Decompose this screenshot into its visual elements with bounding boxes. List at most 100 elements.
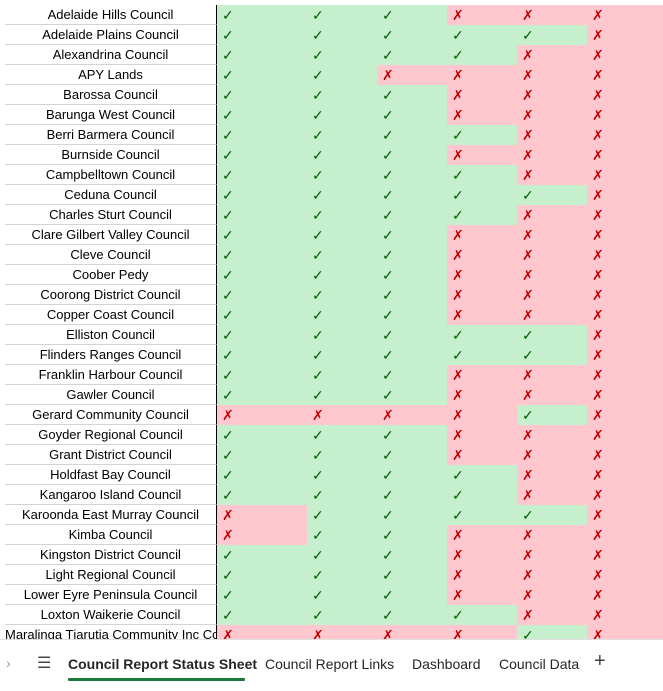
council-name-cell[interactable]: Adelaide Plains Council bbox=[5, 25, 217, 45]
status-cell[interactable]: ✗ bbox=[587, 225, 663, 245]
status-cell[interactable]: ✗ bbox=[517, 5, 587, 25]
status-cell[interactable]: ✗ bbox=[587, 305, 663, 325]
status-cell[interactable]: ✓ bbox=[377, 125, 447, 145]
status-cell[interactable]: ✗ bbox=[517, 245, 587, 265]
status-cell[interactable]: ✗ bbox=[517, 385, 587, 405]
status-cell[interactable]: ✓ bbox=[377, 565, 447, 585]
status-cell[interactable]: ✗ bbox=[587, 205, 663, 225]
council-name-cell[interactable]: Lower Eyre Peninsula Council bbox=[5, 585, 217, 605]
council-name-cell[interactable]: Gawler Council bbox=[5, 385, 217, 405]
status-cell[interactable]: ✗ bbox=[517, 85, 587, 105]
council-name-cell[interactable]: Elliston Council bbox=[5, 325, 217, 345]
status-cell[interactable]: ✓ bbox=[217, 205, 307, 225]
status-cell[interactable]: ✗ bbox=[587, 85, 663, 105]
status-cell[interactable]: ✓ bbox=[307, 445, 377, 465]
status-cell[interactable]: ✗ bbox=[587, 385, 663, 405]
status-cell[interactable]: ✗ bbox=[217, 625, 307, 639]
status-cell[interactable]: ✓ bbox=[217, 425, 307, 445]
status-cell[interactable]: ✗ bbox=[447, 405, 517, 425]
status-cell[interactable]: ✗ bbox=[587, 145, 663, 165]
status-cell[interactable]: ✓ bbox=[377, 585, 447, 605]
status-cell[interactable]: ✓ bbox=[307, 465, 377, 485]
status-cell[interactable]: ✓ bbox=[447, 465, 517, 485]
status-cell[interactable]: ✓ bbox=[517, 345, 587, 365]
status-cell[interactable]: ✓ bbox=[307, 85, 377, 105]
status-cell[interactable]: ✗ bbox=[587, 565, 663, 585]
status-cell[interactable]: ✓ bbox=[377, 485, 447, 505]
status-cell[interactable]: ✗ bbox=[587, 505, 663, 525]
status-cell[interactable]: ✓ bbox=[217, 345, 307, 365]
status-cell[interactable]: ✓ bbox=[377, 145, 447, 165]
council-name-cell[interactable]: Maralinga Tjarutja Community Inc Council bbox=[5, 625, 217, 639]
council-name-cell[interactable]: Kangaroo Island Council bbox=[5, 485, 217, 505]
council-name-cell[interactable]: Barunga West Council bbox=[5, 105, 217, 125]
status-cell[interactable]: ✗ bbox=[447, 65, 517, 85]
status-cell[interactable]: ✓ bbox=[447, 605, 517, 625]
status-cell[interactable]: ✗ bbox=[447, 245, 517, 265]
council-name-cell[interactable]: Kimba Council bbox=[5, 525, 217, 545]
status-cell[interactable]: ✗ bbox=[517, 65, 587, 85]
status-cell[interactable]: ✗ bbox=[217, 525, 307, 545]
status-cell[interactable]: ✓ bbox=[217, 465, 307, 485]
status-cell[interactable]: ✗ bbox=[447, 545, 517, 565]
status-cell[interactable]: ✗ bbox=[587, 605, 663, 625]
status-cell[interactable]: ✗ bbox=[377, 405, 447, 425]
status-cell[interactable]: ✗ bbox=[517, 365, 587, 385]
status-cell[interactable]: ✗ bbox=[517, 585, 587, 605]
status-cell[interactable]: ✓ bbox=[447, 45, 517, 65]
council-name-cell[interactable]: Adelaide Hills Council bbox=[5, 5, 217, 25]
tab-council-report-status-sheet[interactable]: Council Report Status Sheet bbox=[68, 656, 258, 672]
status-cell[interactable]: ✗ bbox=[447, 625, 517, 639]
status-cell[interactable]: ✓ bbox=[307, 105, 377, 125]
council-name-cell[interactable]: Copper Coast Council bbox=[5, 305, 217, 325]
status-cell[interactable]: ✓ bbox=[307, 345, 377, 365]
council-name-cell[interactable]: Ceduna Council bbox=[5, 185, 217, 205]
council-name-cell[interactable]: Coober Pedy bbox=[5, 265, 217, 285]
status-cell[interactable]: ✓ bbox=[377, 205, 447, 225]
status-cell[interactable]: ✓ bbox=[517, 505, 587, 525]
status-cell[interactable]: ✗ bbox=[587, 165, 663, 185]
status-cell[interactable]: ✓ bbox=[377, 365, 447, 385]
council-name-cell[interactable]: Clare Gilbert Valley Council bbox=[5, 225, 217, 245]
tab-council-data[interactable]: Council Data bbox=[499, 656, 580, 672]
status-cell[interactable]: ✓ bbox=[217, 245, 307, 265]
status-cell[interactable]: ✓ bbox=[377, 225, 447, 245]
status-cell[interactable]: ✗ bbox=[587, 445, 663, 465]
status-cell[interactable]: ✗ bbox=[517, 425, 587, 445]
status-cell[interactable]: ✓ bbox=[307, 125, 377, 145]
status-cell[interactable]: ✓ bbox=[217, 65, 307, 85]
council-name-cell[interactable]: Burnside Council bbox=[5, 145, 217, 165]
status-cell[interactable]: ✗ bbox=[517, 445, 587, 465]
spreadsheet-grid[interactable]: Adelaide Hills Council ✓ ✓ ✓ ✗ ✗ ✗ Adelaide Pla… bbox=[0, 0, 663, 639]
council-name-cell[interactable]: Cleve Council bbox=[5, 245, 217, 265]
status-cell[interactable]: ✗ bbox=[517, 305, 587, 325]
status-cell[interactable]: ✗ bbox=[587, 625, 663, 639]
status-cell[interactable]: ✓ bbox=[217, 365, 307, 385]
status-cell[interactable]: ✓ bbox=[217, 545, 307, 565]
status-cell[interactable]: ✓ bbox=[447, 345, 517, 365]
status-cell[interactable]: ✗ bbox=[517, 165, 587, 185]
status-cell[interactable]: ✓ bbox=[307, 385, 377, 405]
status-cell[interactable]: ✓ bbox=[217, 485, 307, 505]
status-cell[interactable]: ✗ bbox=[587, 485, 663, 505]
status-cell[interactable]: ✗ bbox=[587, 5, 663, 25]
status-cell[interactable]: ✗ bbox=[307, 625, 377, 639]
status-cell[interactable]: ✓ bbox=[377, 285, 447, 305]
status-cell[interactable]: ✓ bbox=[447, 165, 517, 185]
status-cell[interactable]: ✓ bbox=[307, 185, 377, 205]
status-cell[interactable]: ✓ bbox=[217, 85, 307, 105]
status-cell[interactable]: ✓ bbox=[217, 25, 307, 45]
status-cell[interactable]: ✓ bbox=[517, 185, 587, 205]
status-cell[interactable]: ✓ bbox=[307, 145, 377, 165]
status-cell[interactable]: ✓ bbox=[447, 185, 517, 205]
status-cell[interactable]: ✗ bbox=[517, 285, 587, 305]
status-cell[interactable]: ✓ bbox=[217, 145, 307, 165]
hamburger-menu-icon[interactable]: ☰ bbox=[37, 655, 52, 672]
status-cell[interactable]: ✓ bbox=[217, 185, 307, 205]
status-cell[interactable]: ✗ bbox=[447, 5, 517, 25]
status-cell[interactable]: ✓ bbox=[307, 165, 377, 185]
status-cell[interactable]: ✗ bbox=[517, 225, 587, 245]
status-cell[interactable]: ✓ bbox=[307, 585, 377, 605]
status-cell[interactable]: ✗ bbox=[217, 505, 307, 525]
status-cell[interactable]: ✓ bbox=[517, 405, 587, 425]
